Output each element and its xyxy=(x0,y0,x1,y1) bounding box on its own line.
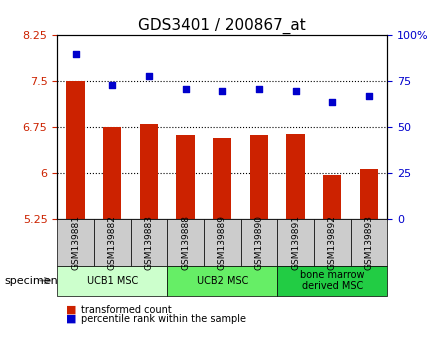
Point xyxy=(329,99,336,104)
Text: ■: ■ xyxy=(66,314,77,324)
Point xyxy=(72,51,79,57)
Point xyxy=(145,73,152,79)
Point xyxy=(292,88,299,93)
Bar xyxy=(250,136,268,219)
Text: GSM139892: GSM139892 xyxy=(328,215,337,270)
Text: GSM139891: GSM139891 xyxy=(291,215,300,270)
Text: GSM139881: GSM139881 xyxy=(71,215,80,270)
Text: UCB1 MSC: UCB1 MSC xyxy=(87,275,138,286)
Title: GDS3401 / 200867_at: GDS3401 / 200867_at xyxy=(138,18,306,34)
Bar xyxy=(140,124,158,219)
Text: GSM139882: GSM139882 xyxy=(108,215,117,270)
Text: GSM139888: GSM139888 xyxy=(181,215,190,270)
Text: bone marrow
derived MSC: bone marrow derived MSC xyxy=(300,270,364,291)
Text: GSM139893: GSM139893 xyxy=(364,215,374,270)
Text: transformed count: transformed count xyxy=(81,305,172,315)
Text: GSM139889: GSM139889 xyxy=(218,215,227,270)
Point xyxy=(365,93,372,99)
Bar xyxy=(103,127,121,219)
Bar xyxy=(323,175,341,219)
Bar xyxy=(213,138,231,219)
Bar xyxy=(286,133,305,219)
Bar xyxy=(176,136,195,219)
Text: GSM139890: GSM139890 xyxy=(254,215,264,270)
Text: GSM139883: GSM139883 xyxy=(144,215,154,270)
Text: specimen: specimen xyxy=(4,275,58,286)
Point xyxy=(219,88,226,93)
Point xyxy=(109,82,116,88)
Point xyxy=(255,86,262,92)
Text: ■: ■ xyxy=(66,305,77,315)
Point xyxy=(182,86,189,92)
Text: percentile rank within the sample: percentile rank within the sample xyxy=(81,314,246,324)
Bar xyxy=(360,169,378,219)
Bar xyxy=(66,81,85,219)
Text: UCB2 MSC: UCB2 MSC xyxy=(197,275,248,286)
